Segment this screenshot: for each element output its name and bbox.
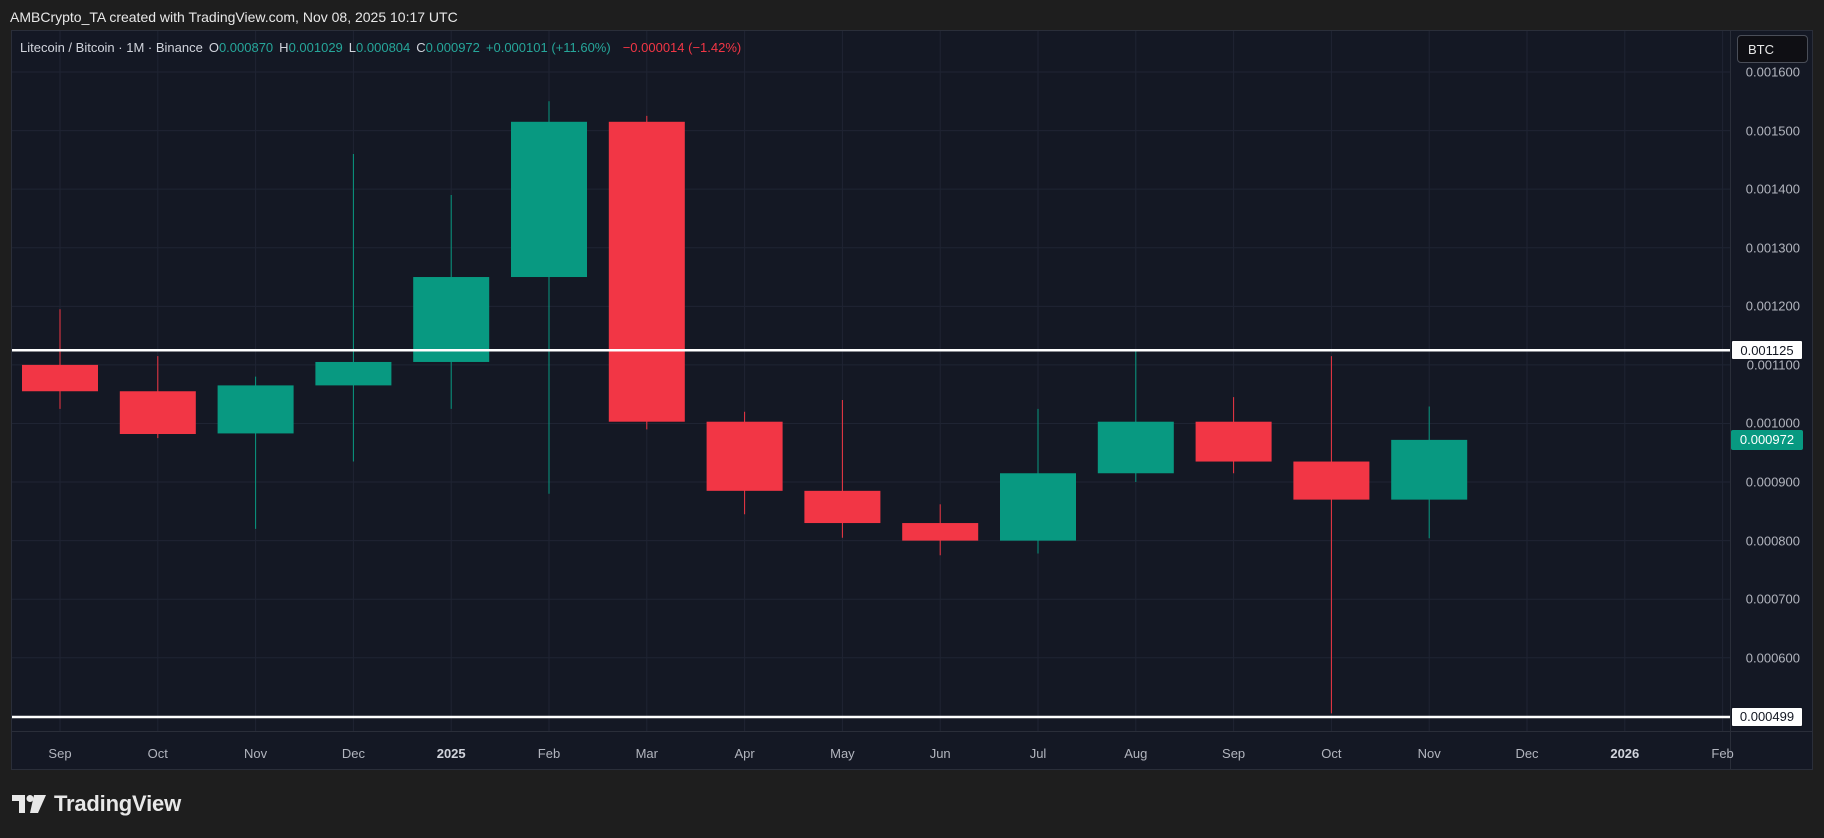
candle-body — [1391, 439, 1468, 500]
x-tick-label: Nov — [244, 746, 268, 761]
y-tick-label: 0.000700 — [1745, 591, 1800, 607]
candle[interactable] — [511, 101, 587, 494]
last-price-tag: 0.000972 — [1731, 429, 1803, 450]
chart-caption: AMBCrypto_TA created with TradingView.co… — [10, 9, 458, 25]
x-tick-label: 2025 — [436, 746, 466, 761]
x-tick-label: May — [830, 746, 855, 761]
candle-body — [217, 385, 294, 434]
candle[interactable] — [1391, 406, 1468, 539]
candle[interactable] — [902, 504, 979, 556]
x-tick-label: Nov — [1417, 746, 1441, 761]
x-tick-label: Sep — [48, 746, 72, 761]
x-tick-label: Aug — [1124, 746, 1148, 761]
change-negative: −0.000014 (−1.42%) — [622, 40, 742, 55]
x-tick-label: Feb — [1711, 746, 1734, 761]
x-tick-label: Jul — [1029, 746, 1047, 761]
header-bar: AMBCrypto_TA created with TradingView.co… — [0, 0, 1824, 30]
candle[interactable] — [1195, 397, 1272, 474]
brand-name: TradingView — [54, 791, 181, 816]
candle[interactable] — [22, 309, 98, 409]
candle[interactable] — [1000, 408, 1076, 554]
candle-body — [315, 361, 392, 386]
candle-body — [119, 391, 196, 435]
y-tick-label: 0.001200 — [1745, 298, 1800, 314]
candle-body — [1097, 421, 1174, 474]
candle-body — [22, 364, 98, 392]
horizontal-levels — [12, 348, 1730, 719]
candles — [22, 101, 1468, 714]
candle[interactable] — [315, 154, 392, 462]
open-label: O — [208, 40, 219, 55]
chart-panel — [11, 30, 1813, 770]
y-tick-label: 0.001100 — [1746, 357, 1800, 373]
level-price-tag: 0.001125 — [1731, 340, 1803, 361]
level-price-tag: 0.000499 — [1731, 706, 1803, 727]
candle-body — [804, 490, 881, 524]
x-tick-label: Sep — [1222, 746, 1246, 761]
change-positive: +0.000101 (+11.60%) — [485, 40, 611, 55]
close-label: C — [416, 40, 426, 55]
candle[interactable] — [217, 376, 294, 529]
x-tick-label: Dec — [341, 746, 365, 761]
tradingview-logo-icon — [12, 795, 46, 813]
candle[interactable] — [804, 400, 881, 538]
candle-body — [413, 277, 490, 362]
ohlc-legend: Litecoin / Bitcoin · 1M · Binance O0.0008… — [20, 40, 741, 55]
x-tick-label: Apr — [734, 746, 755, 761]
candle[interactable] — [1097, 350, 1174, 483]
y-tick-label: 0.000800 — [1745, 533, 1800, 549]
candle-body — [1000, 473, 1076, 541]
x-tick-label: Jun — [929, 746, 951, 761]
x-tick-label: Dec — [1515, 746, 1539, 761]
x-tick-label: 2026 — [1610, 746, 1640, 761]
y-tick-label: 0.001300 — [1745, 240, 1800, 256]
x-tick-label: Oct — [147, 746, 168, 761]
high-label: H — [279, 40, 289, 55]
candle[interactable] — [119, 356, 196, 439]
x-tick-label: Feb — [537, 746, 561, 761]
price-axis-separator — [1730, 31, 1731, 769]
candle-body — [706, 421, 783, 491]
candle[interactable] — [706, 411, 783, 515]
candle[interactable] — [608, 115, 685, 430]
x-tick-label: Oct — [1321, 746, 1342, 761]
time-axis-separator — [12, 731, 1812, 732]
candle[interactable] — [413, 195, 490, 409]
symbol-label[interactable]: Litecoin / Bitcoin · 1M · Binance — [20, 40, 203, 55]
open-value: 0.000870 — [218, 40, 274, 55]
low-label: L — [348, 40, 357, 55]
candle-body — [511, 121, 587, 278]
candle-body — [1293, 461, 1370, 500]
candle-body — [608, 121, 685, 422]
candle-body — [902, 523, 979, 541]
low-value: 0.000804 — [356, 40, 411, 55]
close-value: 0.000972 — [425, 40, 480, 55]
y-tick-label: 0.000900 — [1745, 474, 1800, 490]
candle-body — [1195, 421, 1272, 462]
y-tick-label: 0.001000 — [1745, 415, 1800, 431]
y-tick-label: 0.000600 — [1745, 650, 1800, 666]
grid-lines — [12, 31, 1730, 731]
y-tick-label: 0.001400 — [1745, 181, 1800, 197]
tradingview-logo[interactable]: TradingView — [12, 790, 181, 818]
y-tick-label: 0.001500 — [1745, 123, 1800, 139]
high-value: 0.001029 — [288, 40, 343, 55]
currency-button[interactable]: BTC — [1737, 35, 1808, 63]
candle[interactable] — [1293, 356, 1370, 714]
y-tick-label: 0.001600 — [1745, 64, 1800, 80]
x-tick-label: Mar — [635, 746, 658, 761]
